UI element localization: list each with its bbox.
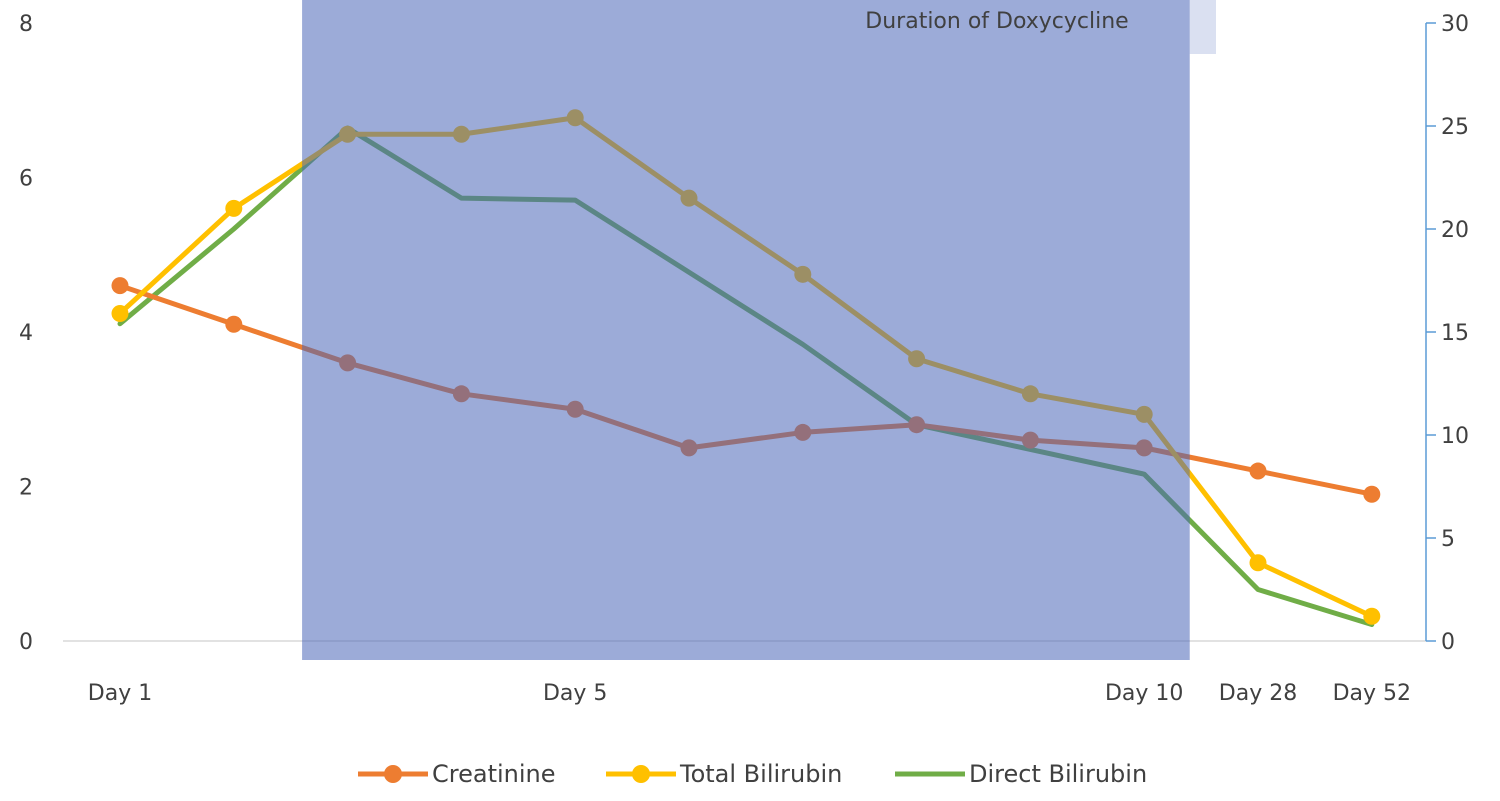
shade-annotation: Duration of Doxycycline (865, 9, 1128, 34)
right-y-tick-label: 5 (1441, 527, 1455, 552)
shade-overlay-layer (302, 0, 1190, 660)
left-y-tick-label: 2 (19, 476, 33, 501)
axes-layer: 0 2 4 6 8 0 5 10 15 20 25 30 Day 1 Day 5 Day 10 Day 28 D… (19, 12, 1469, 706)
x-tick-label: Day 1 (88, 681, 152, 706)
creatinine-point (1249, 462, 1267, 480)
label-layer: Duration of Doxycycline (865, 9, 1128, 34)
right-y-tick-label: 0 (1441, 630, 1455, 655)
doxycycline-shaded-region (302, 0, 1190, 660)
left-y-tick-label: 6 (19, 167, 33, 192)
creatinine-point (111, 277, 129, 295)
right-y-tick-label: 25 (1441, 115, 1469, 140)
total-bilirubin-point (111, 304, 129, 322)
legend-marker-total-bilirubin (632, 765, 650, 783)
right-y-tick-label: 20 (1441, 218, 1469, 243)
total-bilirubin-point (1363, 607, 1381, 625)
creatinine-point (1363, 485, 1381, 503)
x-tick-label: Day 28 (1219, 681, 1297, 706)
x-tick-label: Day 10 (1105, 681, 1183, 706)
right-y-tick-label: 10 (1441, 424, 1469, 449)
right-y-tick-label: 30 (1441, 12, 1469, 37)
legend-label-total-bilirubin: Total Bilirubin (679, 760, 842, 788)
legend: Creatinine Total Bilirubin Direct Bilirubi… (358, 760, 1147, 788)
left-y-tick-label: 8 (19, 12, 33, 37)
creatinine-point (225, 315, 243, 333)
right-y-tick-label: 15 (1441, 321, 1469, 346)
legend-label-direct-bilirubin: Direct Bilirubin (969, 760, 1147, 788)
x-tick-label: Day 5 (543, 681, 607, 706)
left-y-tick-label: 4 (19, 321, 33, 346)
total-bilirubin-point (1249, 554, 1267, 572)
x-tick-label: Day 52 (1333, 681, 1411, 706)
legend-marker-creatinine (384, 765, 402, 783)
total-bilirubin-point (225, 199, 243, 217)
left-y-tick-label: 0 (19, 630, 33, 655)
annotation-box-tail (1189, 0, 1216, 54)
shade-layer (1189, 0, 1216, 54)
legend-label-creatinine: Creatinine (432, 760, 556, 788)
